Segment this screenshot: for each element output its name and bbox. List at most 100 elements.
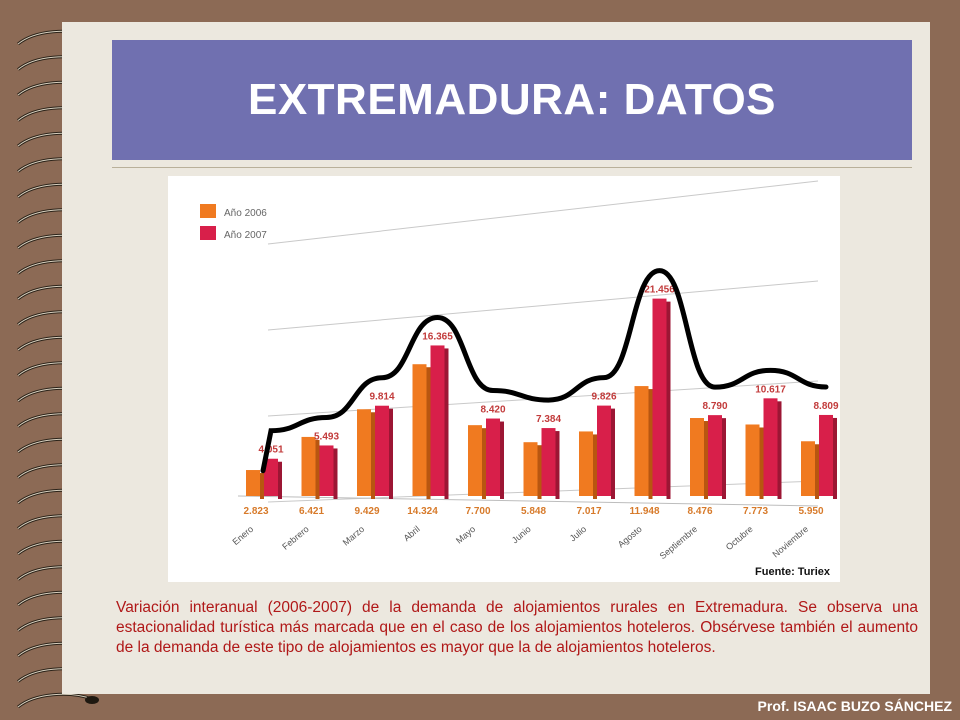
value-label-2007: 9.826 xyxy=(591,392,616,403)
bar-2007-side xyxy=(833,417,837,499)
bar-2006 xyxy=(301,436,316,496)
value-label-2006: 7.017 xyxy=(576,506,601,517)
bar-chart: Año 2006 Año 2007 4.051 2.823 Enero 5.493 6.42… xyxy=(200,180,839,561)
bar-2006 xyxy=(412,364,427,496)
bar-2006 xyxy=(246,470,260,496)
value-label-2007: 7.384 xyxy=(536,414,561,425)
author-footer: Prof. ISAAC BUZO SÁNCHEZ xyxy=(757,698,952,714)
bar-2007 xyxy=(486,418,500,496)
bar-2006-side xyxy=(593,434,597,499)
bar-2007-side xyxy=(722,418,726,499)
caption-text: Variación interanual (2006-2007) de la d… xyxy=(116,599,918,656)
bar-2006 xyxy=(745,424,760,496)
bar-group: 21.456 11.948 Agosto xyxy=(616,285,675,550)
title-divider xyxy=(112,167,912,168)
bar-2007-side xyxy=(777,401,782,499)
bar-2007 xyxy=(597,405,611,496)
bar-2006-side xyxy=(648,389,653,499)
value-label-2006: 11.948 xyxy=(629,506,659,517)
source-label: Fuente: Turiex xyxy=(755,566,830,578)
bar-2006-side xyxy=(704,421,708,499)
chart-legend: Año 2006 Año 2007 xyxy=(200,204,267,241)
bar-2007-side xyxy=(666,301,671,499)
bar-2006-side xyxy=(371,412,375,499)
grid-line xyxy=(267,180,819,245)
value-label-2006: 5.950 xyxy=(798,506,823,517)
bar-2007-side xyxy=(555,431,560,499)
bar-2006 xyxy=(801,441,815,496)
bar-2006 xyxy=(690,418,704,496)
bar-2006 xyxy=(579,431,593,496)
value-label-2007: 4.051 xyxy=(258,445,283,456)
value-label-2007: 21.456 xyxy=(644,285,675,296)
bar-2007-side xyxy=(333,448,338,499)
bar-2006-side xyxy=(537,445,542,499)
value-label-2006: 6.421 xyxy=(299,506,324,517)
value-label-2006: 5.848 xyxy=(521,506,546,517)
bar-group: 7.384 5.848 Junio xyxy=(510,414,562,545)
value-label-2007: 10.617 xyxy=(755,384,786,395)
value-label-2006: 9.429 xyxy=(354,506,379,517)
value-label-2007: 8.790 xyxy=(702,401,727,412)
category-label: Septiembre xyxy=(658,524,700,561)
value-label-2006: 8.476 xyxy=(687,506,712,517)
value-label-2006: 2.823 xyxy=(243,506,268,517)
spiral-ring xyxy=(17,692,99,709)
bar-2007-side xyxy=(611,408,615,499)
value-label-2006: 7.773 xyxy=(743,506,768,517)
category-label: Noviembre xyxy=(771,524,811,560)
value-label-2007: 8.420 xyxy=(480,405,505,416)
category-label: Mayo xyxy=(454,524,477,546)
bar-2007 xyxy=(430,345,445,496)
category-label: Octubre xyxy=(724,524,755,552)
category-label: Enero xyxy=(230,524,255,547)
legend-swatch xyxy=(200,204,216,218)
value-label-2007: 9.814 xyxy=(369,392,394,403)
bar-2006-side xyxy=(815,444,819,499)
bar-group: 9.814 9.429 Marzo xyxy=(341,392,395,548)
bar-2007 xyxy=(264,458,278,496)
bar-2007 xyxy=(652,298,667,496)
legend-label: Año 2007 xyxy=(224,230,267,241)
bar-2006 xyxy=(634,386,649,496)
bar-2007 xyxy=(819,414,833,496)
page-title: EXTREMADURA: DATOS xyxy=(247,75,777,124)
bar-group: 8.420 7.700 Mayo xyxy=(454,405,506,546)
bar-group: 10.617 7.773 Octubre xyxy=(724,384,786,552)
bar-2007 xyxy=(319,445,334,496)
value-label-2007: 8.809 xyxy=(813,401,838,412)
bar-2007 xyxy=(375,405,389,496)
category-label: Agosto xyxy=(616,524,644,550)
bar-2007-side xyxy=(444,348,449,499)
bar-2006-side xyxy=(482,428,486,499)
grid-line xyxy=(267,280,819,331)
chart-panel: Año 2006 Año 2007 4.051 2.823 Enero 5.493 6.42… xyxy=(168,176,840,582)
value-label-2006: 7.700 xyxy=(465,506,490,517)
bar-2006-side xyxy=(315,439,320,499)
bar-2006-side xyxy=(759,427,764,499)
bar-group: 4.051 2.823 Enero xyxy=(230,445,283,547)
bar-group: 5.493 6.421 Febrero xyxy=(280,431,339,551)
bar-2007-side xyxy=(389,408,393,499)
title-banner: EXTREMADURA: DATOS xyxy=(112,40,912,160)
bar-2006 xyxy=(468,425,482,496)
category-label: Marzo xyxy=(341,524,367,548)
legend-swatch xyxy=(200,226,216,240)
bar-2007 xyxy=(541,428,556,496)
bar-2007 xyxy=(763,398,778,496)
bar-2007-side xyxy=(500,421,504,499)
category-label: Julio xyxy=(568,524,589,544)
category-label: Junio xyxy=(510,524,533,545)
bar-2006 xyxy=(357,409,371,496)
value-label-2007: 5.493 xyxy=(314,431,339,442)
bar-2007 xyxy=(708,415,722,496)
trend-curve xyxy=(260,268,829,474)
x-axis-line xyxy=(237,495,819,507)
category-label: Abril xyxy=(402,524,422,543)
bar-group: 16.365 14.324 Abril xyxy=(402,331,454,543)
category-label: Febrero xyxy=(280,524,311,552)
bar-2006-side xyxy=(260,473,264,499)
bar-2007-side xyxy=(278,461,282,499)
bar-2006 xyxy=(523,442,538,496)
bar-2006-side xyxy=(426,367,431,499)
